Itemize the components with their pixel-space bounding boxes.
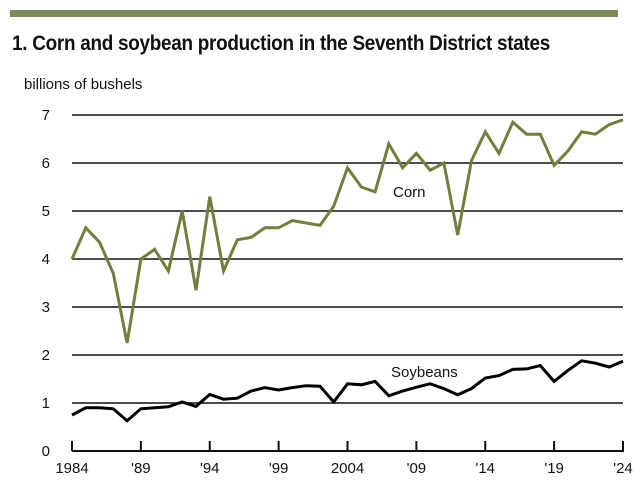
- x-tick-label: 1984: [55, 460, 88, 477]
- series-label-soybeans: Soybeans: [391, 364, 458, 381]
- y-tick-label: 0: [42, 443, 50, 460]
- x-tick-label: '19: [544, 460, 564, 477]
- x-tick-label: '24: [613, 460, 633, 477]
- header-accent-bar: [10, 10, 618, 17]
- y-tick-label: 4: [42, 251, 50, 268]
- y-tick-label: 2: [42, 347, 50, 364]
- y-tick-label: 1: [42, 395, 50, 412]
- y-tick-label: 5: [42, 203, 50, 220]
- series-label-corn: Corn: [393, 184, 426, 201]
- x-tick-label: '94: [200, 460, 220, 477]
- x-tick-label: '09: [407, 460, 427, 477]
- x-tick-label: '14: [475, 460, 495, 477]
- x-tick-label: 2004: [331, 460, 364, 477]
- y-tick-label: 6: [42, 155, 50, 172]
- x-tick-label: '89: [131, 460, 151, 477]
- x-tick-label: '99: [269, 460, 289, 477]
- series-line-corn: [70, 118, 624, 344]
- y-axis-label: billions of bushels: [24, 76, 143, 93]
- chart-title: 1. Corn and soybean production in the Se…: [12, 32, 551, 55]
- y-tick-label: 7: [42, 107, 50, 124]
- series-line-soybeans: [71, 359, 624, 423]
- y-tick-label: 3: [42, 299, 50, 316]
